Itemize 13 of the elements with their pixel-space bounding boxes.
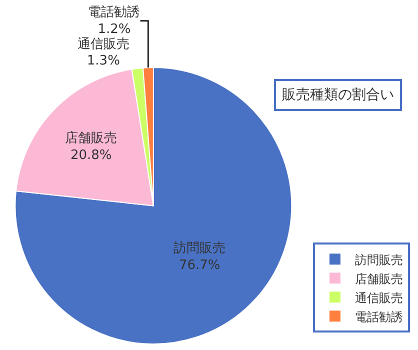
data-label: 1.3% [86,54,120,69]
legend-label: 電話勧誘 [354,310,403,324]
slice-label: 訪問販売 [174,241,226,256]
data-label: 1.2% [98,22,131,37]
legend-label: 店舗販売 [354,272,403,286]
data-label: 76.7% [178,258,220,274]
text: 販売種類の割合い [282,87,394,103]
slice-label: 電話勧誘 [88,4,140,20]
legend-label: 訪問販売 [354,252,403,267]
data-label: 20.8% [70,148,112,163]
slice-label: 通信販売 [77,36,130,52]
slice-label: 店舗販売 [65,130,118,146]
legend-label: 通信販売 [354,290,403,305]
